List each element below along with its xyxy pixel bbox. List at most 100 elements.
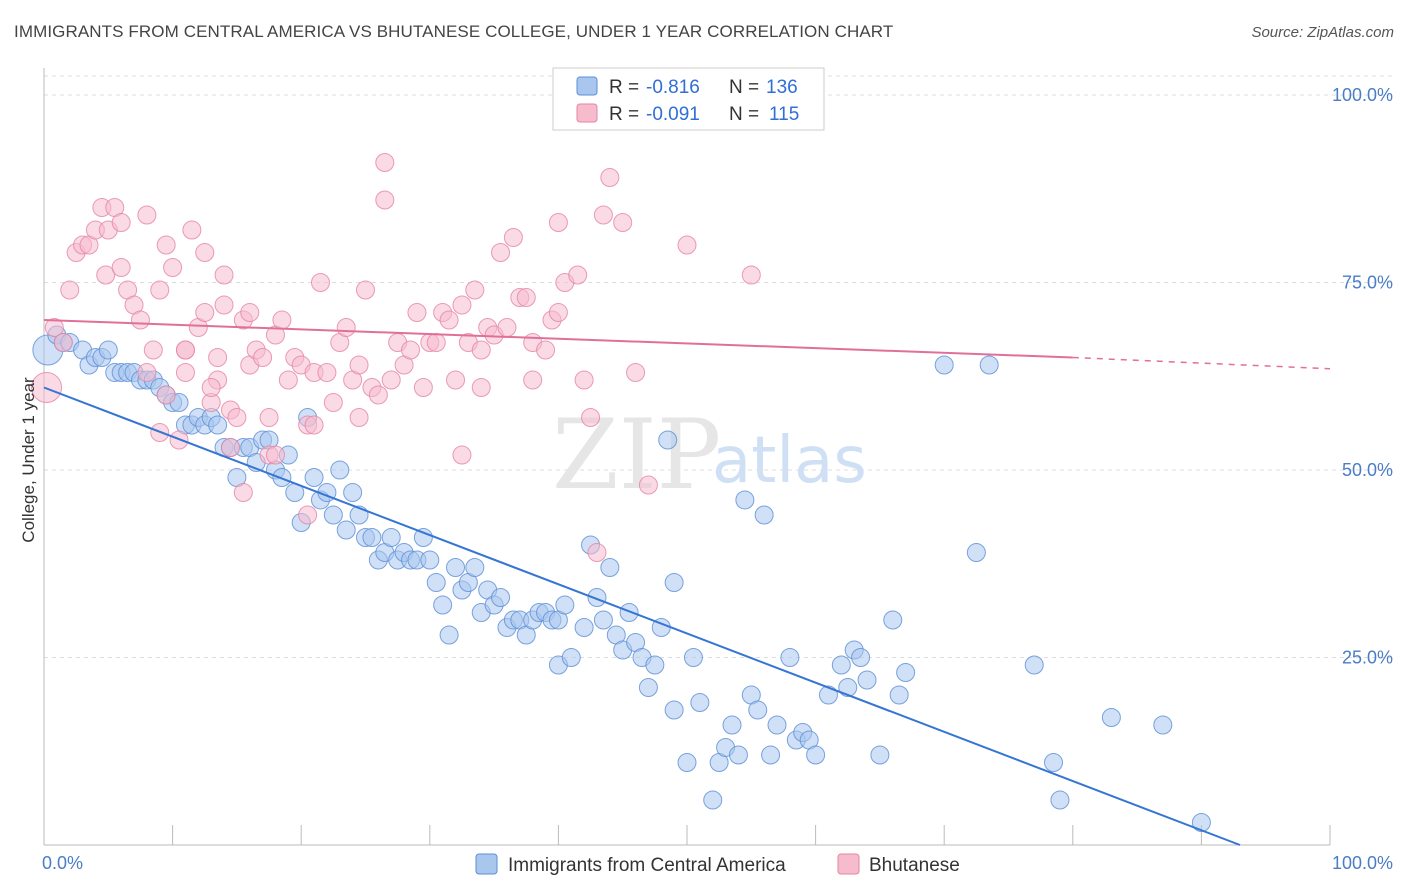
point-bhutanese — [150, 280, 170, 300]
point-central-america — [818, 685, 838, 705]
point-bhutanese — [593, 205, 613, 225]
point-bhutanese — [497, 318, 517, 337]
point-bhutanese — [272, 310, 292, 330]
point-bhutanese — [381, 370, 401, 390]
x-tick-label-max: 100.0% — [1332, 853, 1393, 873]
point-bhutanese — [523, 370, 543, 390]
point-central-america — [1101, 708, 1121, 727]
point-bhutanese — [220, 438, 240, 457]
point-central-america — [658, 430, 678, 450]
point-bhutanese — [626, 363, 646, 382]
point-bhutanese — [233, 483, 253, 502]
trend-line-bhutanese — [43, 319, 1073, 359]
point-bhutanese — [111, 213, 131, 232]
point-bhutanese — [317, 363, 337, 382]
point-bhutanese — [265, 445, 285, 465]
point-central-america — [587, 588, 607, 607]
legend-swatch-blue — [576, 76, 598, 96]
point-central-america — [831, 655, 851, 675]
point-central-america — [761, 745, 781, 765]
point-bhutanese — [503, 228, 523, 247]
point-central-america — [426, 573, 446, 592]
point-bhutanese — [413, 378, 433, 397]
trend-line-central-america — [43, 386, 1241, 846]
series-legend-swatch-pink — [837, 853, 860, 875]
point-central-america — [420, 550, 440, 570]
point-bhutanese — [323, 393, 343, 412]
point-bhutanese — [60, 280, 80, 300]
point-central-america — [934, 355, 954, 375]
point-bhutanese — [741, 265, 761, 285]
point-bhutanese — [368, 385, 388, 405]
scatter-points — [31, 153, 1211, 832]
point-central-america — [806, 745, 826, 765]
point-bhutanese — [227, 408, 247, 427]
point-central-america — [413, 528, 433, 547]
series-legend-swatch-blue — [475, 853, 498, 875]
watermark-atlas: atlas — [712, 424, 867, 498]
point-bhutanese — [175, 340, 195, 360]
point-central-america — [446, 558, 466, 577]
point-bhutanese — [613, 213, 633, 232]
point-bhutanese — [452, 295, 472, 315]
y-tick-label: 75.0% — [1342, 273, 1393, 293]
point-central-america — [439, 625, 459, 645]
point-central-america — [1050, 790, 1070, 810]
y-tick-label: 25.0% — [1342, 648, 1393, 668]
point-bhutanese — [253, 348, 273, 367]
point-central-america — [555, 595, 575, 615]
point-central-america — [754, 505, 774, 525]
point-central-america — [638, 678, 658, 697]
point-bhutanese — [336, 318, 356, 337]
point-central-america — [748, 700, 768, 720]
chart-source: Source: ZipAtlas.com — [1251, 24, 1394, 41]
point-central-america — [690, 693, 710, 712]
point-bhutanese — [304, 415, 324, 435]
point-bhutanese — [201, 378, 221, 397]
trend-line-bhutanese-extension — [1072, 356, 1331, 370]
point-central-america — [870, 745, 890, 765]
watermark-zip: ZIP — [552, 399, 721, 511]
point-central-america — [780, 648, 800, 667]
point-central-america — [1024, 655, 1044, 675]
point-central-america — [979, 355, 999, 375]
point-central-america — [574, 618, 594, 637]
x-tick-label-min: 0.0% — [42, 853, 83, 873]
point-central-america — [664, 700, 684, 720]
point-central-america — [683, 648, 703, 667]
point-bhutanese — [214, 265, 234, 285]
point-central-america — [677, 753, 697, 772]
point-central-america — [722, 715, 742, 735]
series-legend-label-1: Immigrants from Central America — [508, 855, 786, 876]
point-bhutanese — [568, 265, 588, 285]
point-bhutanese — [587, 543, 607, 562]
point-bhutanese — [375, 153, 395, 172]
point-central-america — [767, 715, 787, 735]
point-bhutanese — [143, 340, 163, 360]
point-central-america — [728, 745, 748, 765]
legend-n-value-1: 136 — [766, 77, 798, 98]
y-axis-label: College, Under 1 year — [19, 377, 38, 543]
point-central-america — [896, 663, 916, 682]
point-bhutanese — [53, 333, 73, 352]
stats-legend: R = -0.816 N = 136 R = -0.091 N = 115 — [552, 67, 825, 131]
axes — [43, 68, 1331, 846]
point-central-america — [851, 648, 871, 667]
point-central-america — [838, 678, 858, 697]
point-bhutanese — [137, 363, 157, 382]
point-central-america — [323, 505, 343, 525]
point-central-america — [336, 520, 356, 540]
point-central-america — [433, 595, 453, 615]
point-bhutanese — [156, 235, 176, 255]
legend-swatch-pink — [576, 103, 598, 123]
point-bhutanese — [298, 505, 318, 525]
tick-labels: 25.0% 50.0% 75.0% 100.0% 0.0% 100.0% — [42, 85, 1393, 873]
stats-legend-box — [552, 67, 825, 131]
trend-lines — [43, 319, 1331, 846]
point-central-america — [1153, 715, 1173, 735]
point-bhutanese — [44, 318, 64, 337]
series-legend: Immigrants from Central America Bhutanes… — [475, 853, 960, 876]
point-central-america — [889, 685, 909, 705]
point-bhutanese — [401, 340, 421, 360]
